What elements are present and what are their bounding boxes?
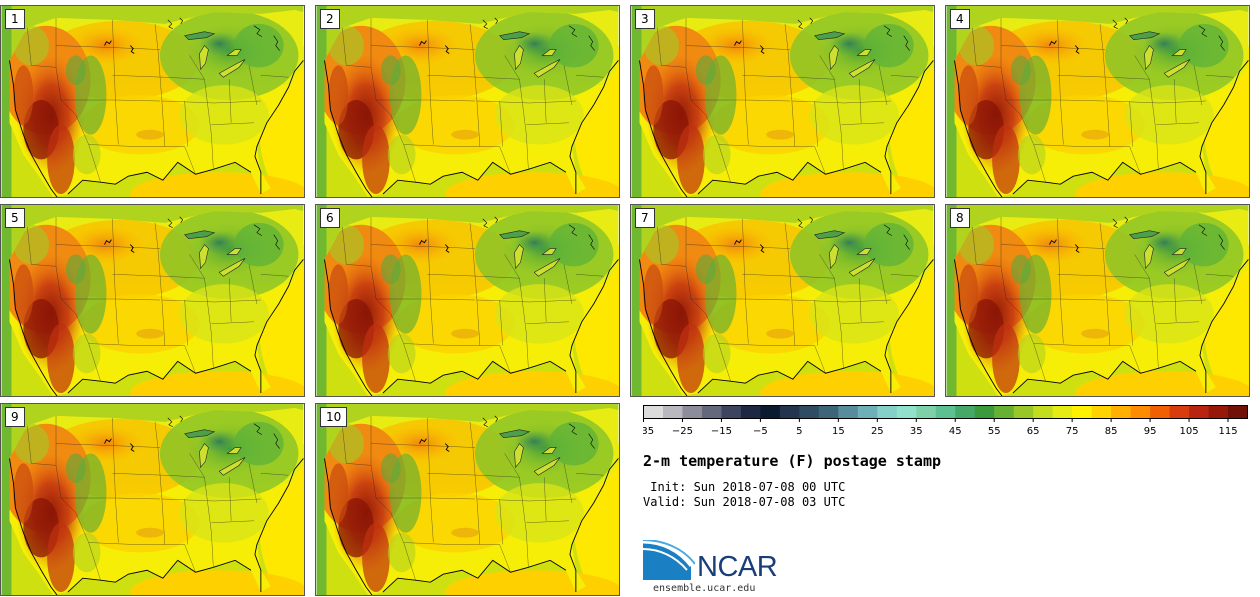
colorbar-tick-label: 5 — [796, 426, 802, 437]
map-panel-4: 4 — [945, 5, 1250, 198]
member-label: 7 — [635, 208, 655, 228]
temperature-colorbar: −35 −25 −15 −5 5 15 25 35 45 55 65 75 85 95 105 115 — [643, 405, 1248, 437]
colorbar-swatch — [1052, 405, 1073, 419]
ncar-logo-icon — [643, 540, 695, 580]
colorbar-swatch — [643, 405, 664, 419]
member-label: 8 — [950, 208, 970, 228]
map-panel-2: 2 — [315, 5, 620, 198]
colorbar-tick-label: 65 — [1027, 426, 1040, 437]
colorbar-swatch — [974, 405, 995, 419]
colorbar-swatch — [799, 405, 820, 419]
colorbar-swatch — [1013, 405, 1034, 419]
colorbar-swatch — [682, 405, 703, 419]
colorbar-swatch — [779, 405, 800, 419]
colorbar-swatch — [1072, 405, 1092, 419]
colorbar-swatch — [760, 405, 781, 419]
temperature-map — [946, 6, 1249, 197]
colorbar-swatch — [1228, 405, 1248, 419]
colorbar-swatch — [838, 405, 859, 419]
temperature-map — [1, 205, 304, 396]
colorbar-tick-label: −15 — [711, 426, 732, 437]
colorbar-swatch — [916, 405, 937, 419]
colorbar-tick-label: 75 — [1066, 426, 1079, 437]
map-panel-3: 3 — [630, 5, 935, 198]
map-panel-7: 7 — [630, 204, 935, 397]
colorbar-tick-label: −5 — [753, 426, 768, 437]
colorbar-swatch — [662, 405, 683, 419]
temperature-map — [946, 205, 1249, 396]
colorbar-swatch — [877, 405, 898, 419]
map-panel-10: 10 — [315, 403, 620, 596]
map-panel-6: 6 — [315, 204, 620, 397]
colorbar-swatch — [1111, 405, 1131, 419]
colorbar-swatch — [896, 405, 917, 419]
temperature-map — [316, 205, 619, 396]
colorbar-tick-label: 95 — [1144, 426, 1157, 437]
member-label: 3 — [635, 9, 655, 29]
colorbar-swatch — [994, 405, 1014, 419]
map-panel-9: 9 — [0, 403, 305, 596]
map-panel-8: 8 — [945, 204, 1250, 397]
colorbar-tick-label: 15 — [832, 426, 845, 437]
temperature-map — [631, 6, 934, 197]
colorbar-swatch — [1189, 405, 1209, 419]
colorbar-tick-label: 25 — [871, 426, 884, 437]
colorbar-tick-label: 55 — [988, 426, 1001, 437]
member-label: 6 — [320, 208, 340, 228]
colorbar-swatch — [935, 405, 956, 419]
member-label: 2 — [320, 9, 340, 29]
colorbar-tick-label: 105 — [1180, 426, 1199, 437]
member-label: 4 — [950, 9, 970, 29]
temperature-map — [1, 404, 304, 595]
valid-time: Valid: Sun 2018-07-08 03 UTC — [643, 495, 846, 509]
colorbar-swatch — [857, 405, 878, 419]
colorbar-tick-label: 35 — [910, 426, 923, 437]
colorbar-tick-label: −25 — [672, 426, 693, 437]
colorbar-tick-label: 45 — [949, 426, 962, 437]
map-panel-5: 5 — [0, 204, 305, 397]
colorbar-tick-label: −35 — [643, 426, 654, 437]
colorbar-swatch — [721, 405, 742, 419]
colorbar-swatch — [1150, 405, 1170, 419]
colorbar-swatch — [1130, 405, 1151, 419]
temperature-map — [316, 6, 619, 197]
colorbar-swatch — [818, 405, 839, 419]
colorbar-swatch — [1091, 405, 1112, 419]
temperature-map — [316, 404, 619, 595]
member-label: 10 — [320, 407, 348, 427]
plot-title: 2-m temperature (F) postage stamp — [643, 452, 942, 470]
logo-url: ensemble.ucar.edu — [653, 583, 756, 594]
init-time: Init: Sun 2018-07-08 00 UTC — [643, 480, 846, 494]
temperature-map — [1, 6, 304, 197]
temperature-map — [631, 205, 934, 396]
colorbar-swatch — [1033, 405, 1053, 419]
colorbar-tick-label: 115 — [1218, 426, 1237, 437]
colorbar-swatch — [1169, 405, 1190, 419]
member-label: 1 — [5, 9, 25, 29]
colorbar-swatch — [1208, 405, 1229, 419]
member-label: 9 — [5, 407, 25, 427]
map-panel-1: 1 — [0, 5, 305, 198]
member-label: 5 — [5, 208, 25, 228]
colorbar-swatch — [740, 405, 761, 419]
colorbar-swatch — [955, 405, 976, 419]
logo-wordmark: NCAR — [697, 551, 778, 583]
colorbar-tick-label: 85 — [1105, 426, 1118, 437]
colorbar-swatch — [701, 405, 722, 419]
